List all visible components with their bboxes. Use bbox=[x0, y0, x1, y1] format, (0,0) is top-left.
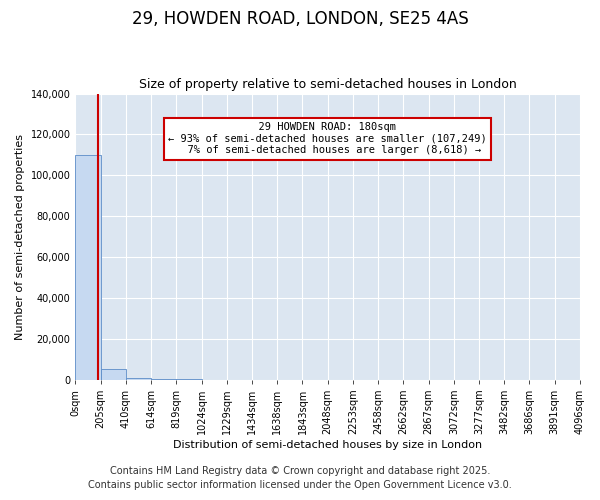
Text: 29, HOWDEN ROAD, LONDON, SE25 4AS: 29, HOWDEN ROAD, LONDON, SE25 4AS bbox=[131, 10, 469, 28]
Bar bbox=[101, 368, 126, 380]
Title: Size of property relative to semi-detached houses in London: Size of property relative to semi-detach… bbox=[139, 78, 517, 91]
Y-axis label: Number of semi-detached properties: Number of semi-detached properties bbox=[15, 134, 25, 340]
Bar bbox=[76, 155, 101, 380]
Text: Contains HM Land Registry data © Crown copyright and database right 2025.
Contai: Contains HM Land Registry data © Crown c… bbox=[88, 466, 512, 490]
Bar bbox=[151, 379, 176, 380]
Bar bbox=[126, 378, 151, 380]
Text: 29 HOWDEN ROAD: 180sqm  
← 93% of semi-detached houses are smaller (107,249)
  7: 29 HOWDEN ROAD: 180sqm ← 93% of semi-det… bbox=[169, 122, 487, 156]
X-axis label: Distribution of semi-detached houses by size in London: Distribution of semi-detached houses by … bbox=[173, 440, 482, 450]
